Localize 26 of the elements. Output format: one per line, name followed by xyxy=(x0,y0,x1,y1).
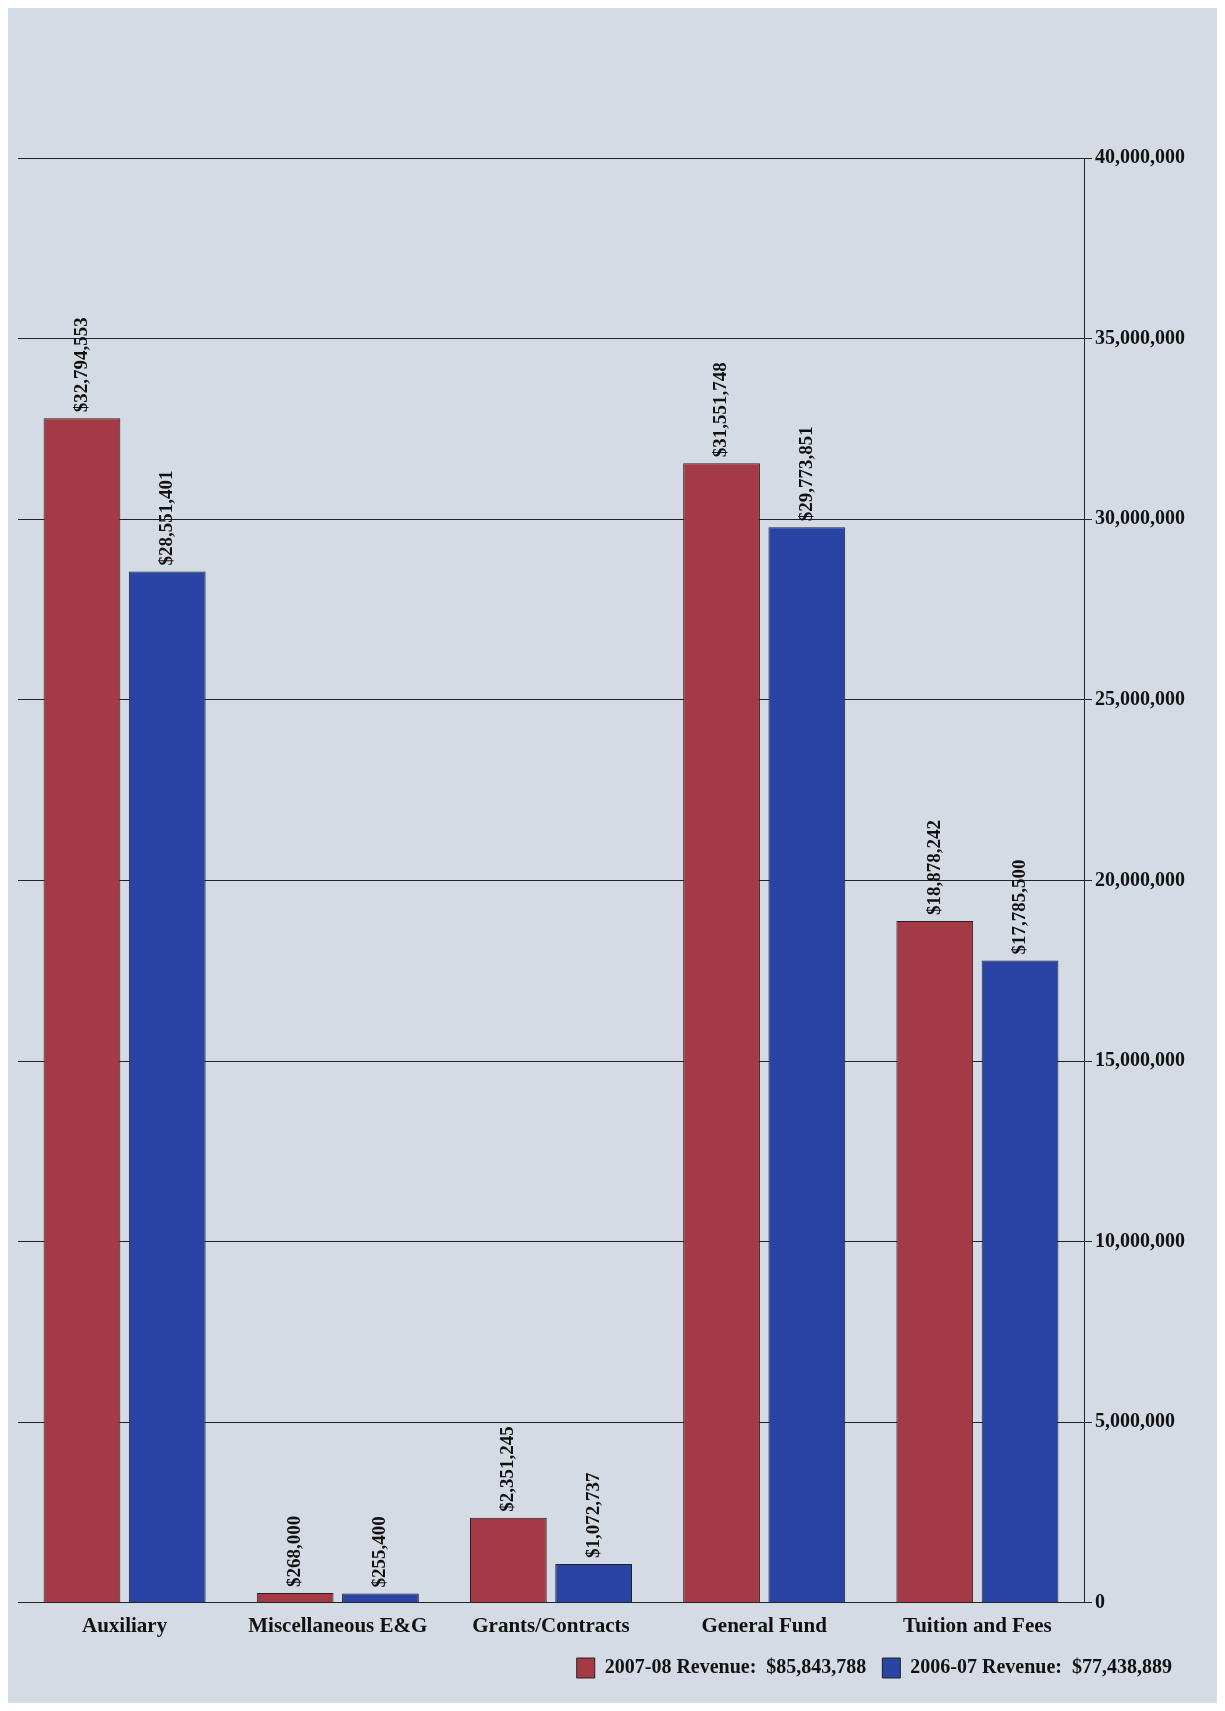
y-tick-label: 0 xyxy=(1095,1589,1105,1612)
y-tick-label: 5,000,000 xyxy=(1095,1409,1175,1432)
legend-label: 2007-08 Revenue: $85,843,788 xyxy=(604,1655,867,1678)
data-label: $255,400 xyxy=(368,1516,390,1588)
x-tick-label: Grants/Contracts xyxy=(472,1612,630,1637)
y-tick-label: 15,000,000 xyxy=(1095,1048,1185,1071)
y-tick-label: 35,000,000 xyxy=(1095,325,1185,348)
data-label: $1,072,737 xyxy=(581,1472,603,1559)
y-tick-label: 25,000,000 xyxy=(1095,686,1185,709)
y-tick-label: 40,000,000 xyxy=(1095,145,1185,168)
x-tick-label: Auxiliary xyxy=(82,1612,168,1637)
data-label: $32,794,553 xyxy=(69,317,91,413)
data-label: $2,351,245 xyxy=(496,1426,518,1512)
y-tick-label: 30,000,000 xyxy=(1095,506,1185,529)
data-label: $28,551,401 xyxy=(155,470,177,566)
data-label: $268,000 xyxy=(283,1515,305,1588)
data-label: $17,785,500 xyxy=(1007,859,1029,955)
data-label: $29,773,851 xyxy=(794,426,816,522)
legend-label: 2006-07 Revenue: $77,438,889 xyxy=(910,1655,1172,1678)
x-tick-label: General Fund xyxy=(701,1612,828,1637)
x-tick-label: Miscellaneous E&G xyxy=(248,1612,428,1637)
data-label: $31,551,748 xyxy=(709,362,731,458)
y-tick-label: 20,000,000 xyxy=(1095,867,1185,890)
x-tick-label: Tuition and Fees xyxy=(903,1612,1052,1637)
y-tick-label: 10,000,000 xyxy=(1095,1228,1185,1251)
data-label: $18,878,242 xyxy=(922,819,944,915)
